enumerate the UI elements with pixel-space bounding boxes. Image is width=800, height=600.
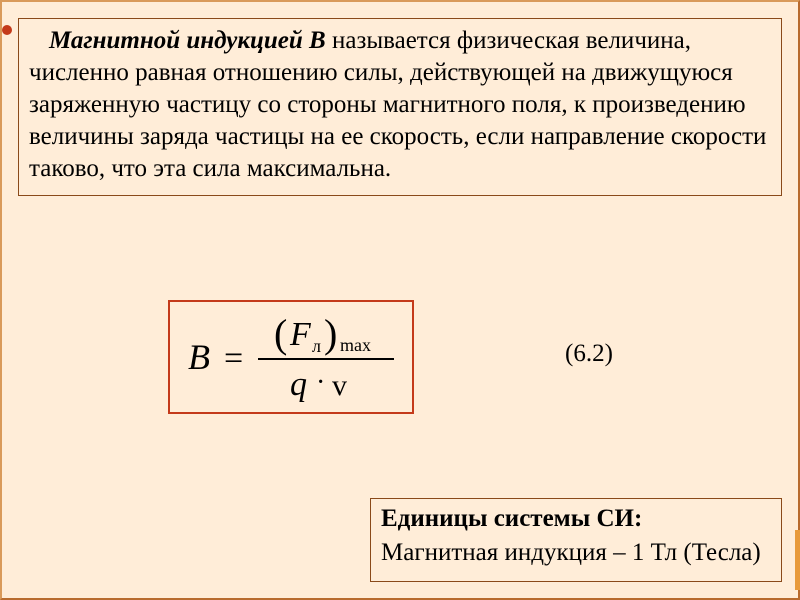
formula-q: q — [290, 366, 307, 403]
formula-dot: · — [316, 367, 325, 398]
definition-text: Магнитной индукцией B называется физичес… — [29, 25, 771, 185]
si-line: Магнитная индукция – 1 Тл (Тесла) — [381, 539, 771, 567]
formula-equals: = — [224, 340, 243, 377]
side-strip — [795, 530, 800, 590]
si-heading: Единицы системы СИ: — [381, 505, 771, 533]
formula-paren-sub: max — [340, 335, 371, 355]
formula-F-sub: л — [312, 336, 321, 356]
formula-F: F — [289, 316, 312, 353]
equation-number: (6.2) — [565, 340, 613, 368]
formula-svg: B = ( F л ) max q · v — [176, 307, 406, 407]
formula-v: v — [332, 369, 347, 402]
definition-lead: Магнитной индукцией B — [49, 27, 326, 54]
formula-lhs: B — [188, 337, 210, 377]
formula-paren-open: ( — [274, 311, 287, 356]
formula-paren-close: ) — [324, 311, 337, 356]
bullet-dot — [2, 25, 12, 35]
formula-box: B = ( F л ) max q · v — [168, 300, 414, 414]
si-box: Единицы системы СИ: Магнитная индукция –… — [370, 498, 782, 582]
definition-box: Магнитной индукцией B называется физичес… — [18, 18, 782, 196]
